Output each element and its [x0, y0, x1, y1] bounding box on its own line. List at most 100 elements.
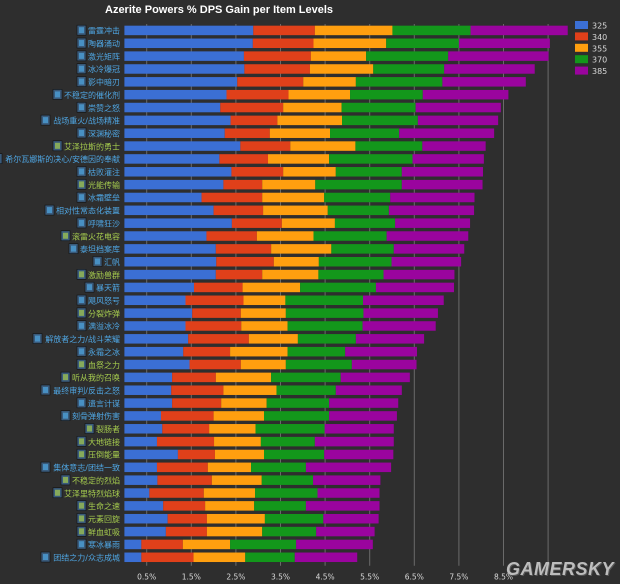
bar-segment-355: [182, 539, 231, 550]
bar-segment-355: [290, 141, 356, 151]
bar-segment-370: [324, 192, 391, 203]
category-label: 满溢冰冷: [88, 321, 120, 331]
bar-segment-325: [124, 25, 254, 36]
bar-segment-355: [206, 526, 263, 537]
bar-segment-370: [276, 385, 336, 395]
bar-segment-325: [124, 218, 232, 228]
bar-segment-325: [124, 346, 184, 357]
bar-segment-370: [285, 295, 364, 306]
legend-swatch-340: [575, 32, 588, 41]
category-label: 听从我的召唤: [72, 373, 120, 383]
bar-segment-340: [167, 513, 207, 524]
category-label: 希尔瓦娜斯的决心/安德因的奉献: [5, 154, 120, 164]
bar-segment-340: [244, 64, 310, 74]
bar-segment-385: [395, 218, 471, 228]
category-label: 暴天箭: [96, 283, 120, 293]
category-label: 寒冰暴雨: [88, 540, 120, 550]
bar-segment-355: [205, 501, 255, 511]
bar-segment-355: [221, 398, 267, 408]
bar-segment-325: [124, 308, 193, 318]
bar-segment-385: [316, 526, 375, 537]
legend-swatch-385: [575, 66, 588, 75]
bar-segment-370: [297, 334, 356, 344]
bar-segment-355: [262, 179, 316, 190]
bar-segment-355: [271, 244, 332, 254]
bar-segment-325: [124, 475, 158, 485]
arrow-icon: [84, 281, 95, 293]
power-icon: [76, 448, 87, 460]
category-label: 战场重火/战场精准: [53, 116, 120, 126]
category-label: 刻骨弹射伤害: [72, 411, 120, 421]
bar-segment-385: [417, 115, 499, 126]
bar-segment-340: [206, 231, 257, 241]
bar-segment-355: [283, 167, 336, 177]
bar-segment-340: [220, 102, 284, 113]
bar-segment-340: [243, 51, 311, 61]
bar-segment-340: [192, 308, 241, 318]
bar-segment-325: [124, 77, 238, 87]
bar-segment-385: [383, 269, 455, 280]
bar-segment-385: [390, 192, 475, 203]
bar-segment-355: [262, 269, 319, 280]
category-label: 遗言计谋: [88, 398, 120, 408]
bar-segment-385: [399, 128, 495, 138]
bar-segment-340: [141, 552, 194, 563]
legend-label: 325: [592, 22, 607, 31]
bar-segment-325: [124, 501, 164, 511]
category-label: 雷霆冲击: [88, 26, 120, 36]
bar-segment-385: [375, 282, 454, 293]
bar-segment-355: [211, 475, 262, 485]
category-label: 枯败灌注: [88, 167, 120, 177]
bar-segment-325: [124, 64, 245, 74]
category-label: 最终审判/反击之怒: [53, 385, 120, 395]
category-label: 元素回旋: [88, 514, 120, 524]
category-label: 滚雷火花电容: [72, 231, 120, 241]
bar-segment-355: [243, 295, 286, 306]
ricochet-icon: [60, 410, 71, 421]
bar-segment-385: [362, 321, 436, 331]
sand-icon: [76, 217, 87, 229]
bar-segment-325: [124, 89, 227, 100]
bar-segment-325: [124, 385, 172, 395]
bar-segment-325: [124, 411, 161, 421]
bar-segment-340: [157, 475, 212, 485]
bar-segment-355: [281, 218, 335, 228]
category-label: 激励兽群: [88, 270, 120, 280]
scheme-icon: [76, 397, 87, 409]
bar-segment-370: [285, 359, 352, 370]
blood-icon: [76, 358, 87, 370]
bar-segment-370: [285, 308, 364, 318]
category-label: 艾泽里特烈焰球: [64, 488, 120, 498]
bar-segment-325: [124, 269, 216, 280]
spark-icon: [60, 230, 71, 242]
bar-segment-355: [214, 449, 264, 460]
bar-segment-340: [215, 269, 263, 280]
x-tick-label: 4.5%: [316, 573, 335, 582]
flame-icon: [60, 474, 71, 486]
bar-segment-340: [230, 115, 278, 126]
category-label: 崇赞之怒: [88, 103, 120, 113]
category-label: 陶器涌动: [88, 39, 120, 49]
category-label: 团结之力/众志成城: [53, 553, 120, 563]
bar-segment-370: [350, 89, 423, 100]
bar-segment-340: [177, 449, 215, 460]
judgment-icon: [40, 384, 51, 396]
bar-segment-340: [162, 424, 210, 434]
siphon-icon: [76, 526, 87, 537]
icestorm-icon: [76, 538, 87, 550]
bar-segment-325: [124, 38, 253, 49]
bar-segment-325: [124, 424, 163, 434]
bar-segment-355: [223, 385, 277, 395]
bar-segment-370: [266, 398, 330, 408]
bar-segment-325: [124, 167, 232, 177]
bar-segment-340: [231, 167, 284, 177]
bar-segment-370: [262, 526, 317, 537]
bar-segment-370: [335, 167, 402, 177]
category-label: 分裂炸弹: [88, 308, 120, 318]
bar-segment-370: [263, 411, 330, 421]
liberator-icon: [32, 333, 43, 344]
bar-segment-325: [124, 115, 231, 126]
bar-segment-370: [327, 205, 389, 216]
bar-segment-370: [318, 269, 384, 280]
